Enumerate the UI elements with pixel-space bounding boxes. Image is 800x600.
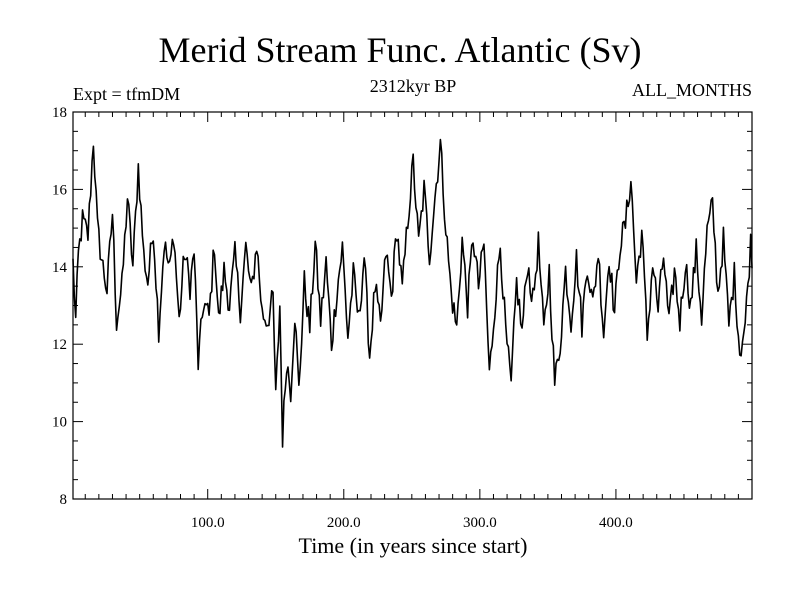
y-tick-label: 12 xyxy=(52,337,67,353)
chart-title: Merid Stream Func. Atlantic (Sv) xyxy=(158,30,642,70)
x-tick-label: 100.0 xyxy=(191,515,225,531)
chart-subtitle: 2312kyr BP xyxy=(369,76,457,96)
y-tick-label: 18 xyxy=(52,105,67,121)
series-line xyxy=(72,138,753,448)
experiment-label: Expt = tfmDM xyxy=(73,84,181,104)
x-tick-label: 200.0 xyxy=(327,515,361,531)
months-label: ALL_MONTHS xyxy=(632,80,752,100)
y-tick-label: 8 xyxy=(60,492,68,508)
y-tick-label: 14 xyxy=(52,260,68,276)
y-tick-label: 10 xyxy=(52,415,67,431)
x-tick-label: 400.0 xyxy=(599,515,633,531)
y-tick-label: 16 xyxy=(52,182,68,198)
x-axis-title: Time (in years since start) xyxy=(299,533,528,558)
x-tick-label: 300.0 xyxy=(463,515,497,531)
tick-labels: 100.0 200.0 300.0 400.0 8 10 12 14 16 18 xyxy=(52,105,633,531)
plot-frame xyxy=(72,111,753,500)
